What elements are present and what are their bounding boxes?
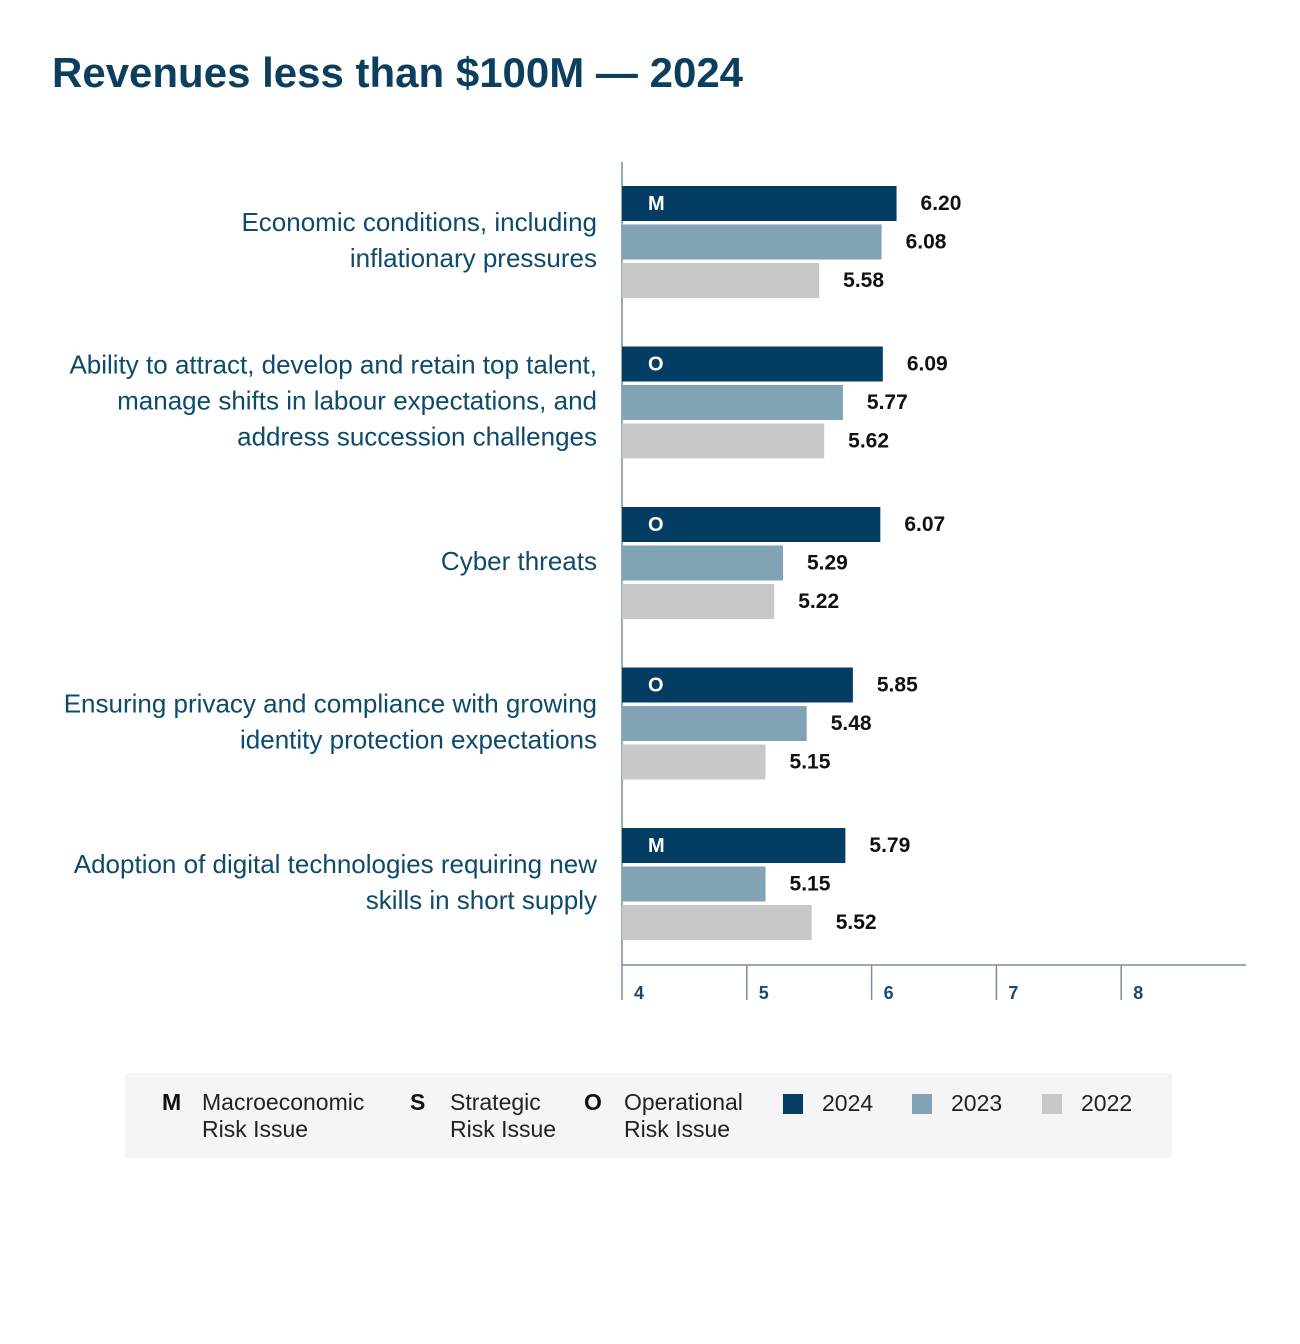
value-label: 6.09 [907,353,948,376]
value-label: 5.85 [877,674,918,697]
x-tick-label: 4 [634,983,644,1003]
value-label: 5.52 [836,911,877,934]
category-label: skills in short supply [366,885,597,915]
legend-code: S [410,1089,425,1115]
legend-code: O [584,1089,602,1115]
legend-label: Strategic [450,1089,541,1115]
value-label: 5.79 [869,834,910,857]
bar [622,545,783,581]
category-label: Cyber threats [441,546,597,576]
bar [622,263,820,298]
legend-label: Risk Issue [624,1116,730,1142]
value-label: 6.20 [921,192,962,215]
legend-label: 2024 [822,1090,873,1116]
legend-label: 2023 [951,1090,1002,1116]
x-tick-label: 5 [759,983,769,1003]
category-label: address succession challenges [237,421,597,451]
legend-label: Risk Issue [202,1116,308,1142]
legend-swatch [912,1094,932,1114]
risk-type-label: O [648,674,664,696]
value-label: 5.15 [790,751,831,774]
bar [622,507,881,542]
value-label: 5.22 [798,590,839,613]
value-label: 6.08 [906,231,947,254]
x-tick-label: 8 [1133,983,1143,1003]
category-label: manage shifts in labour expectations, an… [117,385,597,415]
bar [622,346,883,382]
category-label: inflationary pressures [350,243,597,273]
bar [622,706,807,741]
bar [622,423,825,459]
legend-label: Risk Issue [450,1116,556,1142]
risk-type-label: O [648,353,664,375]
legend-label: Macroeconomic [202,1089,364,1115]
value-label: 5.62 [848,430,889,453]
x-tick-label: 6 [884,983,894,1003]
bar [622,744,766,780]
legend-box [125,1073,1172,1158]
bar [622,385,843,420]
category-label: identity protection expectations [240,724,597,754]
legend-label: 2022 [1081,1090,1132,1116]
legend-swatch [1042,1094,1062,1114]
bar [622,584,775,619]
category-label: Adoption of digital technologies requiri… [74,849,597,879]
bar [622,224,882,260]
bar [622,905,812,940]
legend-code: M [162,1089,181,1115]
value-label: 5.58 [843,269,884,292]
category-label: Economic conditions, including [241,207,597,237]
value-label: 5.15 [790,873,831,896]
x-tick-label: 7 [1008,983,1018,1003]
value-label: 5.48 [831,712,872,735]
bar [622,667,853,703]
chart-title: Revenues less than $100M — 2024 [52,49,744,96]
value-label: 5.29 [807,552,848,575]
risk-type-label: O [648,514,664,536]
category-label: Ensuring privacy and compliance with gro… [64,688,597,718]
risk-type-label: M [648,193,665,215]
bar [622,866,766,902]
value-label: 6.07 [904,513,945,536]
legend-label: Operational [624,1089,743,1115]
risk-type-label: M [648,835,665,857]
value-label: 5.77 [867,391,908,414]
legend-swatch [783,1094,803,1114]
bar [622,186,897,221]
bar [622,828,846,863]
category-label: Ability to attract, develop and retain t… [69,349,597,379]
